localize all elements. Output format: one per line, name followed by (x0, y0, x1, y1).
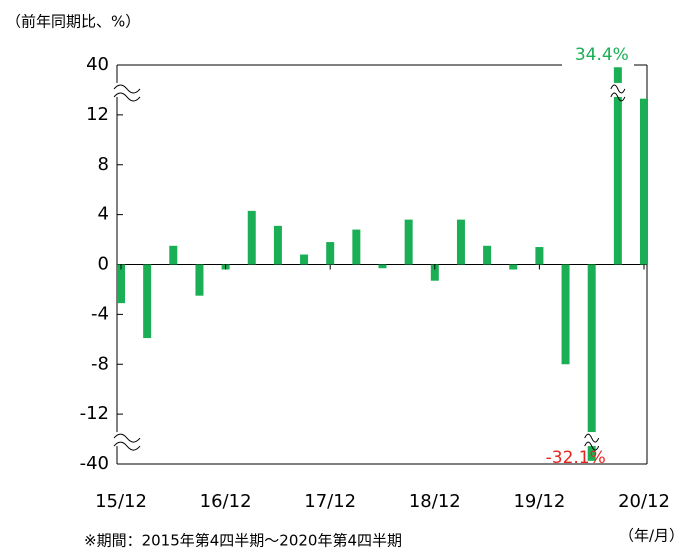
bar (483, 245, 492, 265)
bar (430, 264, 439, 281)
x-tick-label: 20/12 (618, 491, 670, 512)
data-label: -32.1% (546, 448, 606, 468)
bar (509, 264, 518, 270)
x-axis-label: （年/月） (619, 527, 684, 545)
y-axis-label: （前年同期比、%） (6, 13, 140, 31)
bar (326, 242, 335, 265)
y-tick-label: -40 (80, 453, 109, 474)
y-tick-label: 40 (86, 54, 109, 75)
y-tick-label: 12 (86, 104, 109, 125)
bar (378, 264, 387, 269)
footnote: ※期間：2015年第4四半期～2020年第4四半期 (84, 532, 402, 548)
axis-break (113, 84, 141, 94)
axis-break (113, 441, 141, 451)
bar (195, 264, 204, 296)
x-tick-label: 15/12 (95, 491, 147, 512)
axis-break (113, 92, 141, 102)
bar (117, 264, 125, 304)
x-tick-label: 19/12 (513, 491, 565, 512)
x-tick-label: 18/12 (409, 491, 461, 512)
bar-break (610, 92, 626, 102)
y-tick-label: -8 (91, 353, 109, 374)
x-tick-label: 17/12 (304, 491, 356, 512)
bar-break (584, 441, 600, 451)
bar-break (584, 433, 600, 443)
data-label: 34.4% (575, 45, 629, 65)
bar (273, 225, 282, 265)
y-tick-label: 8 (98, 154, 109, 175)
bar (169, 245, 178, 265)
bar (587, 264, 596, 461)
bar (404, 219, 413, 265)
bar (613, 67, 622, 265)
bar (456, 219, 465, 265)
y-tick-label: 0 (98, 254, 109, 275)
bar (300, 254, 309, 265)
x-tick-label: 16/12 (200, 491, 252, 512)
bar (247, 210, 256, 265)
y-tick-label: 4 (98, 204, 109, 225)
bar (535, 247, 544, 265)
bar (143, 264, 152, 339)
bar (640, 98, 648, 265)
y-tick-label: -4 (91, 303, 109, 324)
bar-break (610, 84, 626, 94)
y-tick-label: -12 (80, 403, 109, 424)
bar (561, 264, 570, 365)
axis-break (113, 433, 141, 443)
bar (352, 229, 361, 265)
